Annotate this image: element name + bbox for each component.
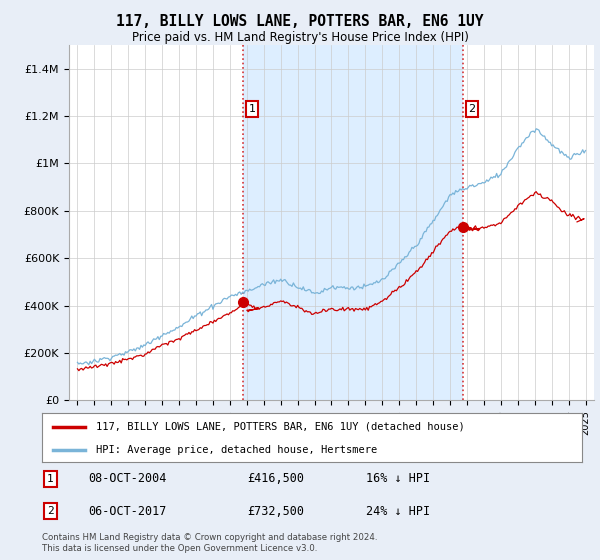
Text: 2: 2 (469, 104, 476, 114)
Text: £416,500: £416,500 (247, 473, 304, 486)
Bar (243, 45, 463, 400)
Text: 117, BILLY LOWS LANE, POTTERS BAR, EN6 1UY: 117, BILLY LOWS LANE, POTTERS BAR, EN6 1… (116, 14, 484, 29)
Text: HPI: Average price, detached house, Hertsmere: HPI: Average price, detached house, Hert… (96, 445, 377, 455)
Text: 117, BILLY LOWS LANE, POTTERS BAR, EN6 1UY (detached house): 117, BILLY LOWS LANE, POTTERS BAR, EN6 1… (96, 422, 465, 432)
Text: 06-OCT-2017: 06-OCT-2017 (88, 505, 166, 517)
Text: Contains HM Land Registry data © Crown copyright and database right 2024.
This d: Contains HM Land Registry data © Crown c… (42, 533, 377, 553)
Text: Price paid vs. HM Land Registry's House Price Index (HPI): Price paid vs. HM Land Registry's House … (131, 31, 469, 44)
Text: 2: 2 (47, 506, 53, 516)
Text: 24% ↓ HPI: 24% ↓ HPI (366, 505, 430, 517)
Text: 1: 1 (248, 104, 256, 114)
Text: 16% ↓ HPI: 16% ↓ HPI (366, 473, 430, 486)
Text: 08-OCT-2004: 08-OCT-2004 (88, 473, 166, 486)
Text: £732,500: £732,500 (247, 505, 304, 517)
Text: 1: 1 (47, 474, 53, 484)
